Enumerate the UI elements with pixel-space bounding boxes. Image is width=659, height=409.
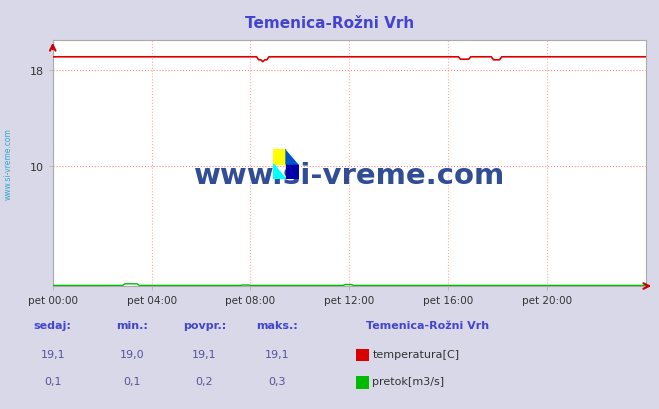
Text: 19,1: 19,1 <box>192 349 217 359</box>
Text: 0,2: 0,2 <box>196 376 213 386</box>
Text: povpr.:: povpr.: <box>183 320 226 330</box>
Polygon shape <box>286 149 299 164</box>
Text: 0,3: 0,3 <box>268 376 285 386</box>
Text: temperatura[C]: temperatura[C] <box>372 349 459 359</box>
Text: 0,1: 0,1 <box>44 376 61 386</box>
Text: Temenica-Rožni Vrh: Temenica-Rožni Vrh <box>366 320 489 330</box>
Polygon shape <box>286 164 299 180</box>
Text: 19,0: 19,0 <box>119 349 144 359</box>
Text: www.si-vreme.com: www.si-vreme.com <box>194 162 505 190</box>
Polygon shape <box>273 164 286 180</box>
Text: maks.:: maks.: <box>256 320 298 330</box>
Text: 19,1: 19,1 <box>264 349 289 359</box>
Text: pretok[m3/s]: pretok[m3/s] <box>372 376 444 386</box>
Text: Temenica-Rožni Vrh: Temenica-Rožni Vrh <box>245 16 414 31</box>
Text: sedaj:: sedaj: <box>34 320 72 330</box>
Text: www.si-vreme.com: www.si-vreme.com <box>3 128 13 200</box>
Text: min.:: min.: <box>116 320 148 330</box>
Polygon shape <box>273 149 286 164</box>
Text: 19,1: 19,1 <box>40 349 65 359</box>
Text: 0,1: 0,1 <box>123 376 140 386</box>
Polygon shape <box>286 149 299 164</box>
